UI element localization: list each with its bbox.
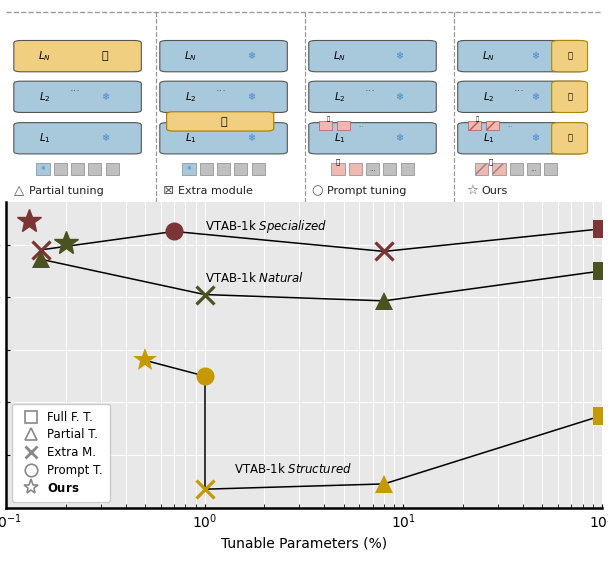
Text: ❄: ❄	[247, 51, 255, 61]
Bar	[527, 162, 540, 175]
FancyBboxPatch shape	[551, 81, 587, 112]
Text: $L_2$: $L_2$	[334, 90, 345, 104]
Text: ❄: ❄	[531, 92, 539, 102]
FancyBboxPatch shape	[14, 81, 141, 112]
Text: Extra module: Extra module	[178, 186, 252, 196]
FancyBboxPatch shape	[160, 41, 288, 72]
Bar	[510, 162, 523, 175]
Text: $L_N$: $L_N$	[333, 49, 346, 63]
FancyBboxPatch shape	[160, 81, 288, 112]
FancyBboxPatch shape	[14, 41, 141, 72]
X-axis label: Tunable Parameters (%): Tunable Parameters (%)	[221, 536, 387, 550]
Text: ❄: ❄	[531, 133, 539, 143]
Text: ☆: ☆	[466, 184, 478, 197]
Bar	[468, 121, 482, 130]
Text: VTAB-1k $\it{Natural}$: VTAB-1k $\it{Natural}$	[205, 271, 303, 285]
Bar	[182, 162, 196, 175]
Text: ❄: ❄	[396, 133, 404, 143]
Text: 🔥: 🔥	[336, 158, 340, 165]
Text: ❄: ❄	[247, 92, 255, 102]
FancyBboxPatch shape	[309, 122, 437, 154]
Text: ...: ...	[216, 83, 227, 94]
Bar	[331, 162, 345, 175]
Text: $L_1$: $L_1$	[483, 131, 494, 145]
Text: ⊠: ⊠	[162, 184, 174, 197]
Text: VTAB-1k $\it{Structured}$: VTAB-1k $\it{Structured}$	[233, 462, 351, 477]
Bar	[544, 162, 558, 175]
Text: 🔥: 🔥	[567, 92, 572, 102]
Text: $L_2$: $L_2$	[483, 90, 494, 104]
Text: ...: ...	[365, 83, 376, 94]
Text: $L_N$: $L_N$	[184, 49, 197, 63]
Text: ...: ...	[514, 83, 525, 94]
Text: $L_N$: $L_N$	[38, 49, 51, 63]
Bar	[337, 121, 350, 130]
Text: ❄: ❄	[187, 166, 192, 171]
Text: 🔥: 🔥	[567, 134, 572, 143]
Bar	[319, 121, 333, 130]
Bar	[88, 162, 102, 175]
Text: $L_1$: $L_1$	[334, 131, 345, 145]
Bar	[36, 162, 50, 175]
Text: 🔥: 🔥	[567, 52, 572, 61]
Text: $L_2$: $L_2$	[39, 90, 50, 104]
Bar	[54, 162, 67, 175]
Text: 🔥: 🔥	[475, 117, 478, 122]
Text: 🔥: 🔥	[102, 51, 108, 61]
Bar	[475, 162, 488, 175]
Bar	[71, 162, 84, 175]
Text: ...: ...	[70, 83, 81, 94]
Text: ❄: ❄	[396, 92, 404, 102]
Text: Partial tuning: Partial tuning	[29, 186, 103, 196]
Bar	[234, 162, 247, 175]
Text: $L_1$: $L_1$	[39, 131, 50, 145]
Bar	[199, 162, 213, 175]
Text: Prompt tuning: Prompt tuning	[326, 186, 406, 196]
FancyBboxPatch shape	[458, 122, 586, 154]
Text: VTAB-1k $\it{Specialized}$: VTAB-1k $\it{Specialized}$	[205, 218, 326, 235]
Text: △: △	[14, 184, 24, 197]
Bar	[348, 162, 362, 175]
Bar	[486, 121, 499, 130]
Bar	[383, 162, 396, 175]
Text: $L_N$: $L_N$	[482, 49, 495, 63]
Bar	[217, 162, 230, 175]
Text: ❄: ❄	[101, 92, 109, 102]
Text: 🔥: 🔥	[220, 117, 227, 126]
Text: Ours: Ours	[482, 186, 508, 196]
FancyBboxPatch shape	[167, 112, 274, 131]
FancyBboxPatch shape	[160, 122, 288, 154]
FancyBboxPatch shape	[14, 122, 141, 154]
FancyBboxPatch shape	[309, 41, 437, 72]
Text: ...: ...	[530, 166, 537, 172]
Bar	[366, 162, 379, 175]
FancyBboxPatch shape	[458, 81, 586, 112]
Legend: Full F. T., Partial T., Extra M., Prompt T., $\bf{Ours}$: Full F. T., Partial T., Extra M., Prompt…	[12, 404, 110, 502]
Text: ❄: ❄	[396, 51, 404, 61]
Bar	[492, 162, 506, 175]
Text: ❄: ❄	[247, 133, 255, 143]
Text: ❄: ❄	[41, 166, 46, 171]
FancyBboxPatch shape	[551, 41, 587, 72]
Bar	[401, 162, 413, 175]
FancyBboxPatch shape	[309, 81, 437, 112]
Text: ○: ○	[311, 184, 323, 197]
Bar	[252, 162, 264, 175]
FancyBboxPatch shape	[458, 41, 586, 72]
FancyBboxPatch shape	[551, 122, 587, 154]
Text: 🔥: 🔥	[326, 117, 330, 122]
Text: ...: ...	[507, 123, 513, 128]
Text: $L_2$: $L_2$	[185, 90, 196, 104]
Bar	[106, 162, 119, 175]
Text: 🔥: 🔥	[488, 158, 492, 165]
Text: ❄: ❄	[101, 133, 109, 143]
Text: ...: ...	[358, 123, 364, 128]
Text: $L_1$: $L_1$	[185, 131, 196, 145]
Text: ❄: ❄	[531, 51, 539, 61]
Text: ...: ...	[369, 166, 376, 172]
